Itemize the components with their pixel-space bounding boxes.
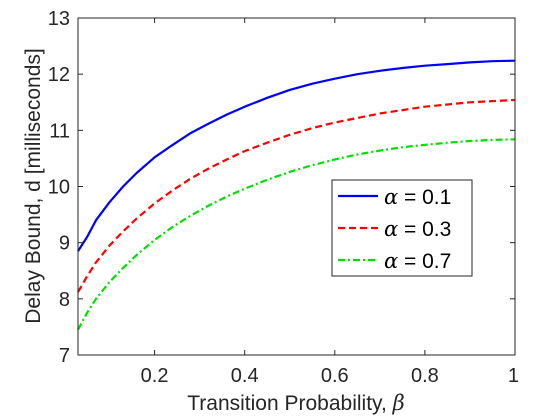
y-tick-label: 8 — [59, 289, 70, 311]
legend-symbol: α — [384, 185, 398, 209]
legend-value: = 0.7 — [398, 250, 451, 273]
series-layer — [77, 59, 516, 331]
legend-symbol: α — [384, 217, 398, 241]
y-tick-label: 13 — [48, 8, 70, 30]
x-axis-label-text: Transition Probability, — [187, 392, 392, 415]
y-tick-label: 11 — [49, 120, 70, 142]
legend-label-1: α = 0.1 — [384, 185, 451, 209]
y-tick-label: 12 — [48, 64, 70, 86]
series-line-1 — [77, 59, 516, 252]
series-line-2 — [77, 98, 516, 293]
x-tick-label: 0.4 — [231, 365, 259, 387]
legend-value: = 0.3 — [398, 218, 451, 241]
x-tick-label: 0.2 — [141, 365, 169, 387]
legend-symbol: α — [384, 249, 398, 273]
legend-label-3: α = 0.7 — [384, 249, 451, 273]
legend-value: = 0.1 — [398, 186, 451, 209]
y-axis-label: Delay Bound, d [milliseconds] — [22, 48, 45, 323]
legend-label-2: α = 0.3 — [384, 217, 451, 241]
y-tick-label: 9 — [59, 233, 70, 255]
y-tick-label: 7 — [59, 345, 70, 367]
plot-frame — [77, 17, 516, 356]
x-axis-label: Transition Probability, β — [187, 391, 405, 415]
x-tick-label: 0.6 — [321, 365, 349, 387]
legend-items: α = 0.1α = 0.3α = 0.7 — [338, 185, 451, 273]
legend: α = 0.1α = 0.3α = 0.7 — [331, 179, 473, 277]
y-tick-label: 10 — [48, 177, 70, 199]
series-line-3 — [77, 138, 516, 331]
x-tick-label: 1 — [508, 365, 519, 387]
x-tick-label: 0.8 — [411, 365, 439, 387]
x-axis-label-symbol: β — [392, 391, 405, 415]
